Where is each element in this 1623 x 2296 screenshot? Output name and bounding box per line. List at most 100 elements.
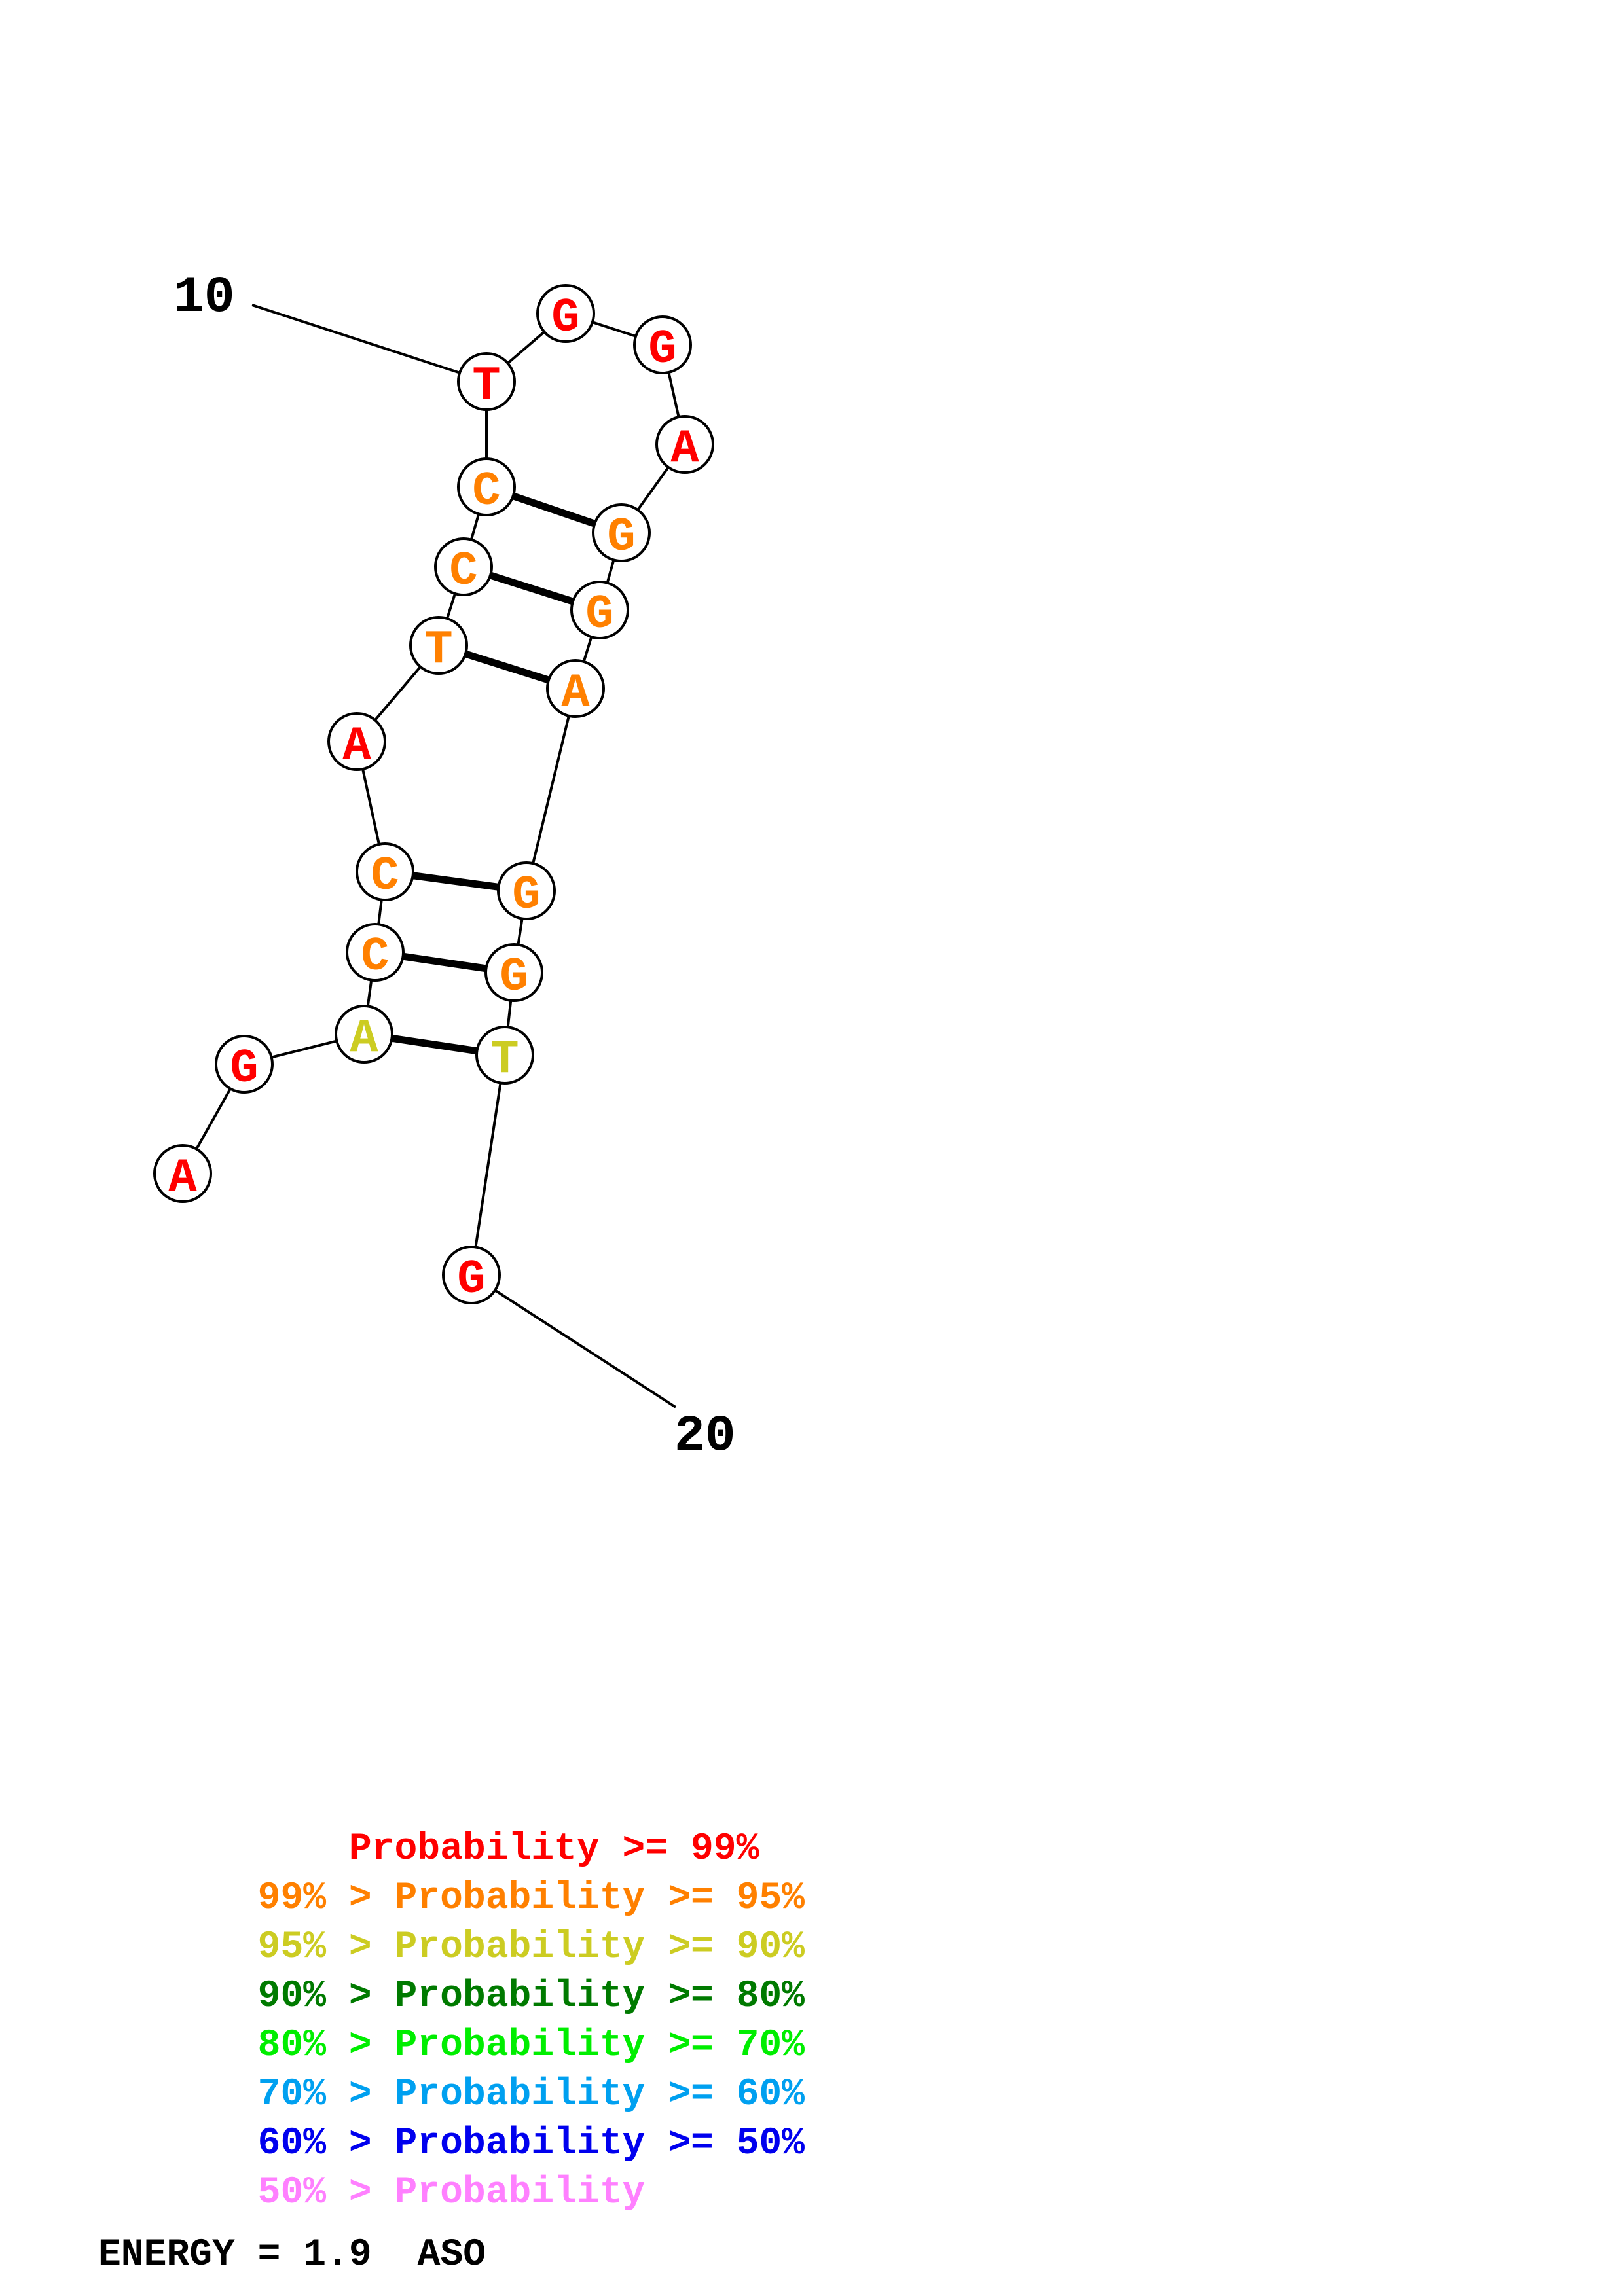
- nucleotide-5: C: [356, 842, 414, 903]
- legend-prefix: 95% >: [258, 1926, 395, 1969]
- nucleotide-letter: G: [457, 1253, 485, 1306]
- nucleotide-circle: [497, 861, 556, 920]
- nucleotide-letter: G: [500, 950, 528, 1004]
- legend-prefix: 70% >: [258, 2073, 395, 2116]
- nucleotide-letter: C: [449, 545, 477, 598]
- legend-line-4: 90% > Probability >= 80%: [98, 1975, 919, 2018]
- nucleotide-15: G: [570, 581, 629, 641]
- legend-line-8: 50% > Probability: [98, 2172, 759, 2214]
- legend-label: Probability >= 99%: [349, 1828, 759, 1871]
- nucleotide-letter: A: [350, 1012, 378, 1066]
- legend-label: Probability >= 50%: [394, 2123, 805, 2165]
- base-pair-bond: [402, 952, 487, 973]
- nucleotide-circle: [484, 943, 543, 1002]
- backbone-segment: [525, 688, 577, 891]
- nucleotide-circle: [215, 1035, 274, 1094]
- nucleotide-circle: [409, 616, 468, 675]
- legend-label: Probability: [394, 2172, 645, 2214]
- nucleotide-circle: [592, 503, 651, 562]
- base-pair-bond: [391, 1034, 478, 1055]
- nucleotide-letter: A: [168, 1151, 197, 1205]
- nucleotide-circle: [546, 659, 605, 718]
- legend-prefix: [258, 1828, 349, 1871]
- nucleotide-17: G: [497, 861, 556, 922]
- base-pair-bonds: [391, 492, 596, 1055]
- nucleotide-letter: C: [371, 850, 399, 903]
- nucleotide-12: G: [633, 315, 692, 376]
- legend-line-2: 99% > Probability >= 95%: [98, 1877, 919, 1920]
- position-label-10: 10: [173, 269, 235, 327]
- nucleotide-3: A: [335, 1005, 393, 1066]
- nucleotide-circle: [356, 842, 414, 901]
- nucleotide-circle: [327, 712, 386, 771]
- legend-line-3: 95% > Probability >= 90%: [98, 1926, 919, 1969]
- nucleotide-19: T: [475, 1026, 534, 1086]
- nucleotide-letter: G: [585, 588, 613, 641]
- legend-prefix: 99% >: [258, 1877, 395, 1920]
- nucleotide-letter: G: [512, 869, 540, 922]
- nucleotide-10: T: [457, 352, 516, 413]
- nucleotide-letter: G: [230, 1042, 258, 1096]
- nucleotide-18: G: [484, 943, 543, 1004]
- legend-line-5: 80% > Probability >= 70%: [98, 2024, 919, 2067]
- nucleotide-circle: [655, 415, 714, 474]
- nucleotide-8: C: [434, 537, 493, 598]
- nucleotide-4: C: [346, 923, 405, 984]
- nucleotide-letter: T: [424, 623, 452, 677]
- nucleotide-7: T: [409, 616, 468, 677]
- nucleotide-circle: [570, 581, 629, 639]
- backbone-segment: [470, 1054, 506, 1276]
- nucleotide-letter: G: [607, 511, 635, 564]
- energy-line: ENERGY = 1.9 ASO: [98, 2234, 486, 2276]
- probability-legend: Probability >= 99% 99% > Probability >= …: [98, 1828, 919, 2214]
- legend-prefix: 60% >: [258, 2123, 395, 2165]
- index-leader-line: [470, 1274, 677, 1408]
- nucleotide-circle: [475, 1026, 534, 1085]
- nucleotide-circle: [153, 1144, 212, 1203]
- legend-line-7: 60% > Probability >= 50%: [98, 2123, 919, 2165]
- nucleotide-16: A: [546, 659, 605, 720]
- nucleotide-letter: T: [490, 1033, 519, 1086]
- legend-label: Probability >= 60%: [394, 2073, 805, 2116]
- nucleotide-letter: G: [648, 323, 676, 376]
- nucleotide-circle: [434, 537, 493, 596]
- nucleotide-circle: [346, 923, 405, 982]
- nucleotide-letter: G: [551, 291, 579, 345]
- nucleotide-letter: C: [361, 930, 389, 984]
- nucleotide-letter: T: [472, 359, 500, 413]
- legend-label: Probability >= 95%: [394, 1877, 805, 1920]
- nucleotide-circle: [633, 315, 692, 374]
- nucleotide-13: A: [655, 415, 714, 476]
- legend-prefix: 80% >: [258, 2024, 395, 2067]
- sequence-name: ASO: [418, 2234, 486, 2276]
- nucleotide-circle: [457, 352, 516, 411]
- nucleotide-letter: A: [342, 719, 371, 773]
- position-labels: 10 20: [173, 269, 736, 1465]
- legend-label: Probability >= 80%: [394, 1975, 805, 2018]
- nucleotide-circle: [536, 284, 595, 343]
- legend-prefix: 90% >: [258, 1975, 395, 2018]
- nucleotide-14: G: [592, 503, 651, 564]
- nucleotide-letter: A: [670, 422, 699, 476]
- nucleotide-2: G: [215, 1035, 274, 1096]
- nucleotide-20: G: [442, 1246, 501, 1306]
- base-pair-bond: [464, 650, 550, 684]
- legend-line-6: 70% > Probability >= 60%: [98, 2073, 919, 2116]
- nucleotide-letter: C: [472, 465, 500, 518]
- backbone: [181, 312, 686, 1276]
- nucleotide-letter: A: [561, 666, 590, 720]
- nucleotide-9: C: [457, 457, 516, 518]
- legend-line-1: Probability >= 99%: [98, 1828, 873, 1871]
- legend-label: Probability >= 90%: [394, 1926, 805, 1969]
- nucleotide-circle: [335, 1005, 393, 1064]
- nucleotide-11: G: [536, 284, 595, 345]
- nucleotide-circle: [457, 457, 516, 516]
- legend-label: Probability >= 70%: [394, 2024, 805, 2067]
- base-pair-bond: [489, 571, 574, 605]
- legend-prefix: 50% >: [258, 2172, 395, 2214]
- nucleotide-1: A: [153, 1144, 212, 1205]
- nucleotide-circle: [442, 1246, 501, 1304]
- energy-label: ENERGY = 1.9: [98, 2234, 372, 2276]
